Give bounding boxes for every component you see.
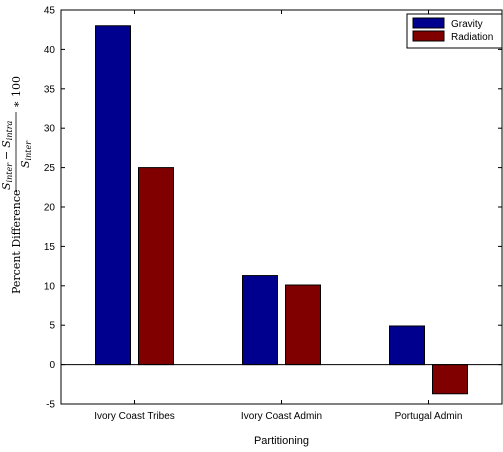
y-tick-label: 0 (49, 360, 55, 371)
bar-radiation-2 (432, 364, 468, 395)
x-axis-title: Partitioning (254, 435, 309, 447)
legend-label-radiation: Radiation (451, 32, 493, 43)
y-axis-title-denominator: Sinter (19, 140, 33, 168)
x-tick-label: Ivory Coast Admin (241, 411, 322, 422)
y-den: S (19, 160, 32, 168)
y-axis-title: Percent Difference Sinter−Sintra Sinter … (0, 76, 33, 294)
y-num-b-sub: intra (5, 120, 14, 140)
y-tick-label: 45 (44, 6, 56, 17)
x-tick-label: Ivory Coast Tribes (94, 411, 175, 422)
bar-gravity-1 (242, 275, 278, 366)
y-axis-title-numerator: Sinter − Sintra (0, 120, 14, 190)
y-tick-label: 30 (44, 124, 56, 135)
y-num-a-sub: inter (5, 162, 14, 183)
y-axis-ticks: -5 0 5 10 15 20 25 30 35 40 45 (44, 6, 502, 411)
y-tick-label: -5 (46, 400, 55, 411)
y-axis-title-prefix: Percent Difference (10, 189, 23, 294)
y-tick-label: 10 (44, 281, 56, 292)
y-tick-label: 5 (49, 321, 55, 332)
y-num-b: S (0, 140, 13, 148)
y-tick-label: 35 (44, 84, 56, 95)
legend-swatch-gravity (412, 17, 445, 29)
legend: Gravity Radiation (406, 13, 503, 49)
bar-gravity-0 (95, 25, 131, 366)
y-tick-label: 25 (44, 163, 56, 174)
y-num-a: S (0, 182, 13, 190)
bar-radiation-1 (285, 284, 321, 366)
x-tick-label: Portugal Admin (395, 411, 463, 422)
y-num-minus: − (0, 151, 13, 160)
y-tick-label: 15 (44, 242, 56, 253)
bar-gravity-2 (389, 325, 425, 366)
x-axis-ticks: Ivory Coast Tribes Ivory Coast Admin Portu… (94, 10, 462, 422)
legend-label-gravity: Gravity (451, 19, 483, 30)
y-tick-label: 40 (44, 45, 56, 56)
bar-radiation-0 (138, 167, 174, 366)
legend-swatch-radiation (412, 30, 445, 42)
y-den-sub: inter (24, 140, 33, 161)
y-axis-title-suffix: ∗ 100 (10, 76, 23, 108)
y-tick-label: 20 (44, 203, 56, 214)
bars-group (95, 25, 468, 395)
